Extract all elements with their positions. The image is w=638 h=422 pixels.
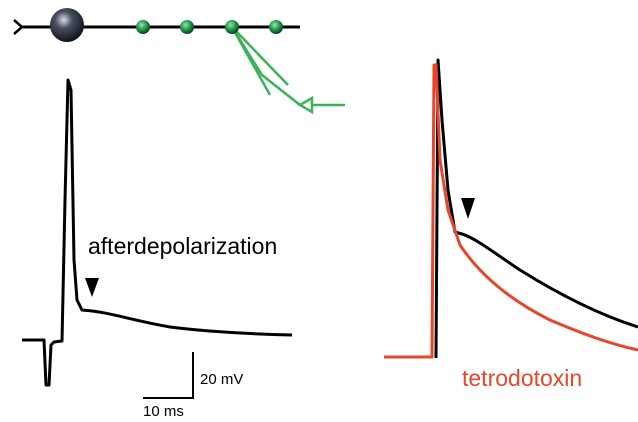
- arrowhead: [85, 278, 99, 297]
- soma: [50, 8, 84, 42]
- ttx-red-trace: [384, 63, 638, 359]
- time-scale: 10 ms: [143, 403, 184, 420]
- control-trace: [22, 78, 293, 387]
- neuron-diagram: [13, 8, 345, 115]
- scale-bar: [143, 352, 194, 399]
- drug-label: tetrodotoxin: [462, 365, 582, 391]
- node: [225, 20, 239, 34]
- arrowhead: [461, 198, 475, 219]
- voltage-scale: 20 mV: [200, 371, 243, 388]
- ttx-black-trace: [434, 58, 638, 359]
- collateral: [230, 26, 301, 106]
- node: [269, 20, 283, 34]
- node: [180, 20, 194, 34]
- adp-label: afterdepolarization: [88, 233, 277, 259]
- node: [136, 20, 150, 34]
